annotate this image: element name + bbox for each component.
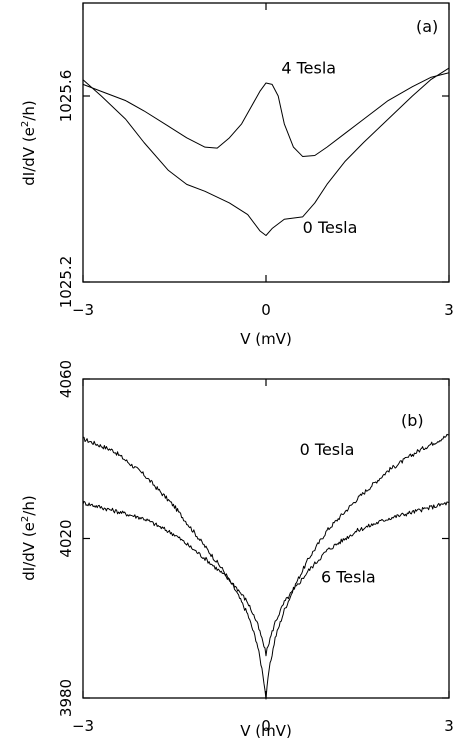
panel-b-ylabel-tail: /h) [20,495,38,515]
panel-a-ticks: −3 0 3 1025.2 1025.6 [57,3,454,319]
panel-b-annotations: 0 Tesla 6 Tesla [300,440,376,587]
panel-a-series [82,67,450,236]
panel-b-series [82,433,450,700]
panel-b-ylabel-main: dI/dV (e [20,522,38,581]
panel-b-xlabel: V (mV) [240,722,292,740]
panel-a-ylabel-main: dI/dV (e [20,127,38,186]
x-tick-label: −3 [72,717,94,735]
panel-a-ylabel-tail: /h) [20,100,38,120]
series-annotation: 4 Tesla [281,59,336,78]
series-annotation: 0 Tesla [303,218,358,237]
series-line-6-tesla [82,500,450,657]
y-tick-label: 3980 [57,679,75,717]
panel-a: −3 0 3 1025.2 1025.6 (a) 4 Tesla 0 Tesla V (m… [20,2,454,348]
panel-a-annotations: 4 Tesla 0 Tesla [281,59,357,237]
panel-a-xlabel: V (mV) [240,330,292,348]
panel-b-ylabel-sup: 2 [20,516,31,522]
x-tick-label: 0 [261,717,271,735]
panel-b-label: (b) [401,411,424,430]
series-annotation: 0 Tesla [300,440,355,459]
y-tick-label: 1025.6 [57,70,75,123]
panel-b-ticks: −3 0 3 3980 4020 4060 [57,360,454,735]
panel-b-frame [82,378,450,699]
series-line-0-tesla [82,67,450,236]
y-tick-label: 1025.2 [57,256,75,309]
series-annotation: 6 Tesla [321,567,376,586]
panel-a-frame [82,2,450,283]
x-tick-label: −3 [72,301,94,319]
panel-b-ylabel: dI/dV (e2/h) [20,495,38,580]
x-tick-label: 3 [444,717,454,735]
y-tick-label: 4020 [57,519,75,557]
x-tick-label: 0 [261,301,271,319]
series-line-4-tesla [82,72,450,157]
panel-b: −3 0 3 3980 4020 4060 (b) 0 Tesla 6 Tesla V (m… [20,360,454,740]
panel-a-ylabel-sup: 2 [20,121,31,127]
x-tick-label: 3 [444,301,454,319]
y-tick-label: 4060 [57,360,75,398]
series-line-0-tesla [82,433,449,700]
panel-a-label: (a) [416,17,438,36]
panel-a-ylabel: dI/dV (e2/h) [20,100,38,185]
